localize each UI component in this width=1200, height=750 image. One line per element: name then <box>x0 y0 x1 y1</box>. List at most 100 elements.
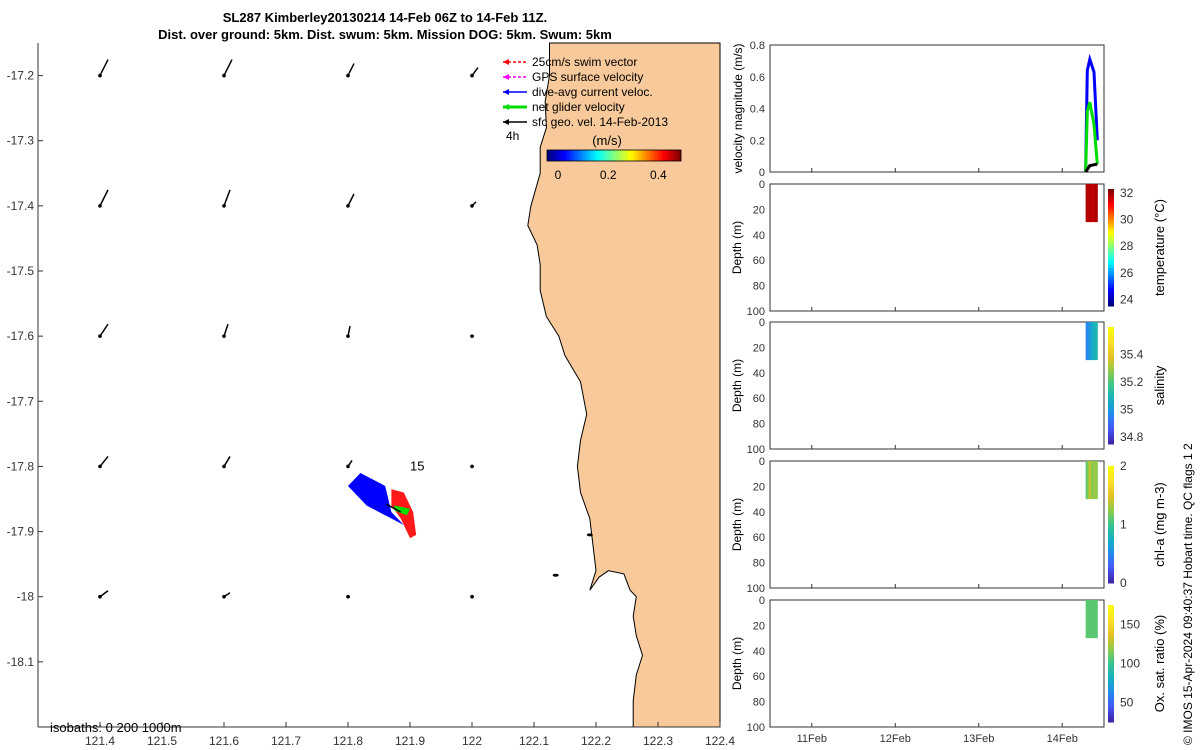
velocity-ylabel: velocity magnitude (m/s) <box>731 43 745 173</box>
sfc-vector-head <box>98 464 102 469</box>
colorbar-swatch <box>555 150 558 161</box>
sfc-velocity-vector <box>223 456 231 467</box>
profile-colorbar-swatch <box>1108 224 1114 228</box>
profile-colorbar-swatch <box>1108 498 1114 502</box>
velocity-y-tick-label: 0 <box>759 167 765 179</box>
sfc-velocity-vector <box>99 189 109 207</box>
colorbar-swatch <box>615 150 618 161</box>
profile-colorbar-swatch <box>1108 373 1114 378</box>
colorbar-swatch <box>591 150 594 161</box>
colorbar-swatch <box>585 150 588 161</box>
profile-colorbar-swatch <box>1108 250 1114 254</box>
profile-colorbar-swatch <box>1108 666 1114 670</box>
map-x-tick-label: 121.9 <box>395 734 425 748</box>
profile-colorbar-swatch <box>1108 218 1114 222</box>
profile-colorbar-swatch <box>1108 643 1114 647</box>
profile-colorbar-swatch <box>1108 468 1114 473</box>
profile-colorbar-swatch <box>1108 562 1114 566</box>
map-x-tick-label: 122.3 <box>643 734 673 748</box>
sfc-velocity-vector <box>99 59 109 76</box>
profile-data-cell <box>1085 600 1089 639</box>
profile-colorbar-swatch <box>1108 681 1114 685</box>
credit-text: © IMOS 15-Apr-2024 09:40:37 Hobart time.… <box>1181 443 1195 745</box>
profile-colorbar-swatch <box>1108 191 1114 196</box>
profile-colorbar-swatch <box>1108 438 1114 442</box>
profile-data-cell <box>1091 322 1094 361</box>
colorbar-swatch <box>617 150 620 161</box>
profile-colorbar-swatch <box>1108 553 1114 558</box>
sfc-vector-head <box>470 594 474 599</box>
colorbar-swatch <box>553 150 556 161</box>
legend-arrow-head <box>503 59 509 65</box>
velocity-panel-frame <box>769 44 1105 173</box>
date-tick-label: 14Feb <box>1047 733 1078 745</box>
profile-data-cell <box>1093 600 1096 639</box>
profile-data-cell <box>1085 322 1089 361</box>
profile-data-cell <box>1087 184 1091 223</box>
profile-colorbar-swatch <box>1108 607 1114 612</box>
profile-colorbar-label: chl-a (mg m-3) <box>1152 482 1167 567</box>
profile-colorbar-swatch <box>1108 486 1114 490</box>
profile-colorbar-swatch <box>1108 429 1114 433</box>
profile-colorbar-swatch <box>1108 426 1114 430</box>
profile-data-cell <box>1085 461 1089 500</box>
colorbar-swatch <box>641 150 644 161</box>
profile-colorbar-swatch <box>1108 713 1114 717</box>
net-glider-velocity-area <box>394 505 410 516</box>
colorbar-swatch <box>601 150 604 161</box>
colorbar-swatch <box>547 150 550 161</box>
profile-colorbar-swatch <box>1108 692 1114 697</box>
profile-colorbar-swatch <box>1108 335 1114 340</box>
profile-colorbar-swatch <box>1108 273 1114 278</box>
profile-colorbar-swatch <box>1108 654 1114 659</box>
profile-colorbar-swatch <box>1108 385 1114 389</box>
profile-data-cell <box>1085 184 1089 223</box>
profile-colorbar-swatch <box>1108 270 1114 275</box>
profile-colorbar-swatch <box>1108 235 1114 240</box>
profile-colorbar-swatch <box>1108 282 1114 287</box>
profile-colorbar-swatch <box>1108 474 1114 479</box>
profile-colorbar-swatch <box>1108 350 1114 354</box>
profile-colorbar-swatch <box>1108 622 1114 626</box>
legend-note: 4h <box>506 129 519 143</box>
profile-colorbar-swatch <box>1108 628 1114 632</box>
map-y-tick-label: -17.6 <box>7 329 35 343</box>
profile-colorbar-swatch <box>1108 327 1114 331</box>
profile-panel-frame <box>769 460 1105 589</box>
profile-colorbar-swatch <box>1108 379 1114 384</box>
map-y-tick-label: -17.7 <box>7 394 35 408</box>
colorbar-swatch <box>599 150 602 161</box>
profile-colorbar-swatch <box>1108 303 1114 307</box>
profile-colorbar-swatch <box>1108 376 1114 381</box>
sfc-vector-head <box>98 204 102 208</box>
profile-colorbar-swatch <box>1108 405 1114 410</box>
profile-colorbar-swatch <box>1108 704 1114 708</box>
profile-colorbar-swatch <box>1108 353 1114 357</box>
colorbar-swatch <box>575 150 578 161</box>
profile-colorbar-swatch <box>1108 215 1114 219</box>
sfc-vector-head <box>98 73 102 78</box>
profile-data-cell <box>1093 461 1096 500</box>
profile-data-cell <box>1089 600 1092 639</box>
sfc-velocity-vector <box>223 59 233 76</box>
profile-colorbar-tick: 35.4 <box>1120 348 1144 362</box>
profile-colorbar-swatch <box>1108 536 1114 540</box>
depth-tick-label: 80 <box>753 419 765 431</box>
sfc-vector-head <box>98 594 102 599</box>
map-y-tick-label: -17.5 <box>7 264 35 278</box>
date-tick-label: 12Feb <box>880 733 911 745</box>
profile-colorbar-swatch <box>1108 417 1114 422</box>
colorbar-swatch <box>613 150 616 161</box>
profile-colorbar-swatch <box>1108 347 1114 351</box>
map-x-tick-label: 122 <box>462 734 482 748</box>
sfc-vector-head <box>222 334 226 338</box>
map-y-tick-label: -17.8 <box>7 459 35 473</box>
depth-ylabel: Depth (m) <box>730 221 744 274</box>
profile-colorbar-swatch <box>1108 194 1114 199</box>
profile-colorbar-swatch <box>1108 265 1114 269</box>
profile-data-cell <box>1091 184 1094 223</box>
depth-tick-label: 100 <box>747 444 765 456</box>
profile-data-cell <box>1087 461 1091 500</box>
profile-colorbar-tick: 28 <box>1120 239 1134 253</box>
